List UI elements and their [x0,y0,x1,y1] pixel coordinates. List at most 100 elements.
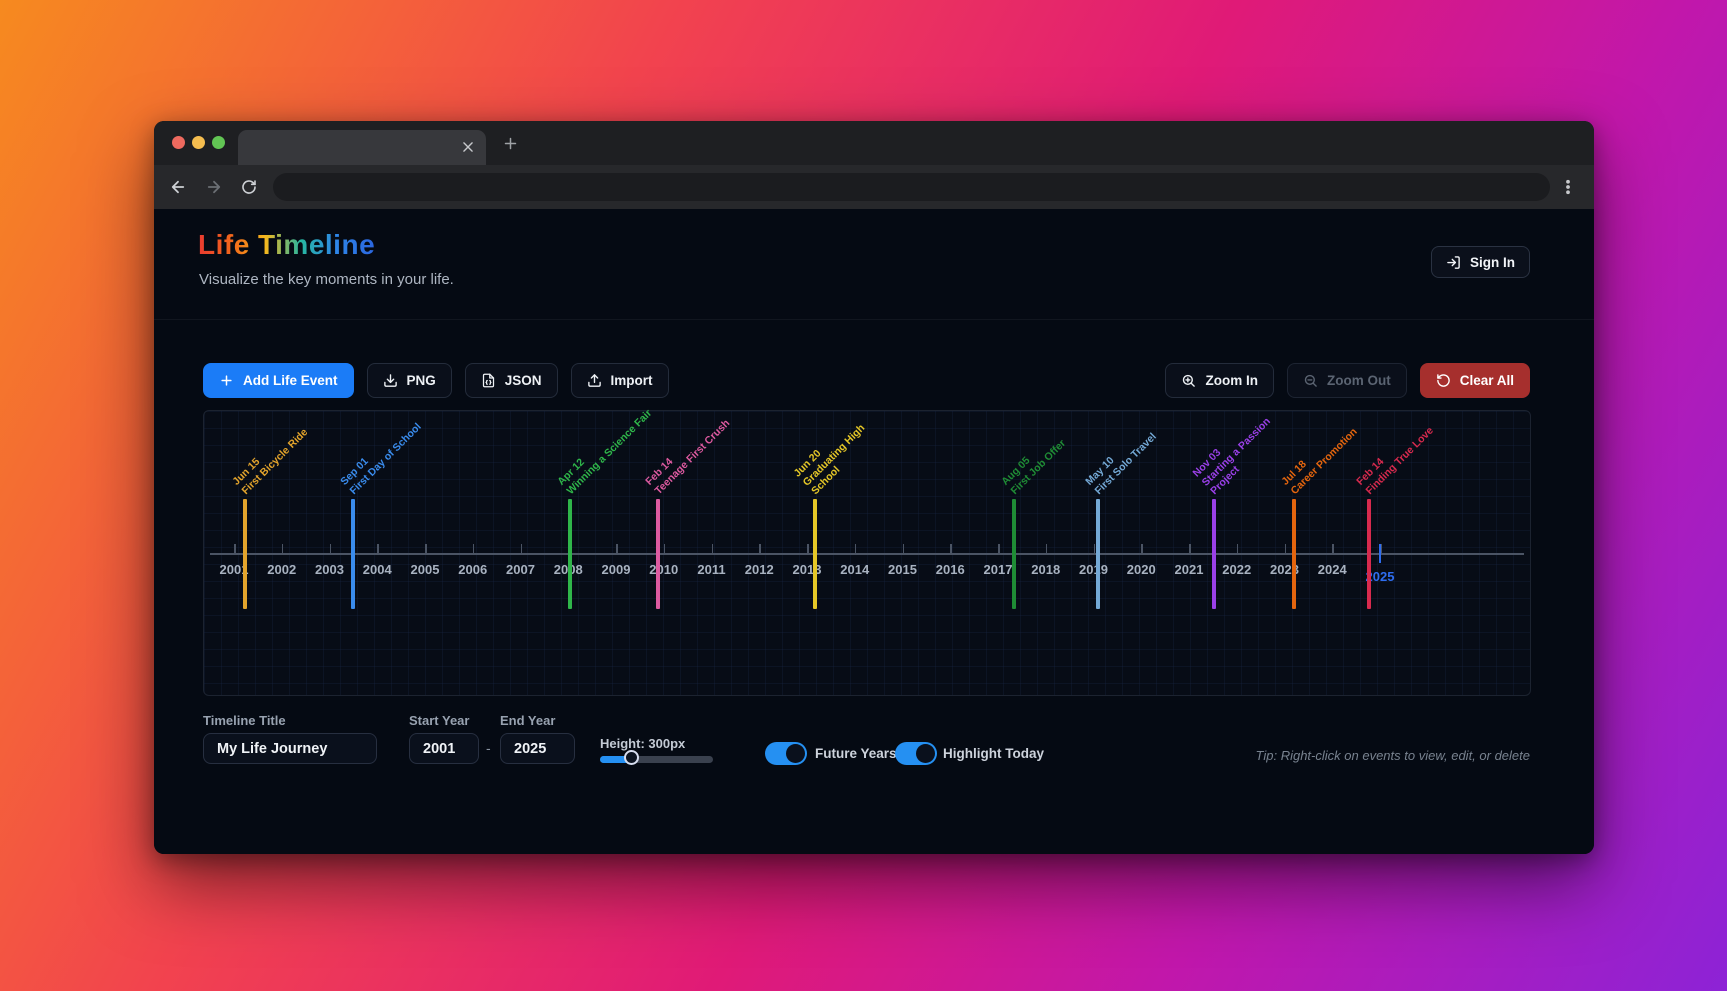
reload-icon[interactable] [241,179,257,195]
axis-tick-2023 [1284,544,1286,553]
start-year-label: Start Year [409,713,470,728]
event-bar[interactable] [1367,499,1372,609]
axis-tick-2009 [616,544,618,553]
export-json-button[interactable]: JSON [464,363,558,398]
clear-all-button[interactable]: Clear All [1419,363,1530,398]
event-label: Jun 20 Graduating High School [791,421,867,497]
forward-icon[interactable] [205,178,223,196]
height-slider[interactable] [600,750,713,765]
rotate-ccw-icon [1436,374,1450,387]
axis-tick-2019 [1093,544,1095,553]
event-label: Feb 14 Teenage First Crush [643,416,732,497]
export-png-label: PNG [406,373,436,388]
height-slider-fill [600,756,631,763]
event-bar[interactable] [1011,499,1016,609]
file-json-icon [482,373,494,388]
event-bar[interactable] [350,499,355,609]
axis-tick-2006 [472,544,475,553]
event-bar[interactable] [1095,499,1100,609]
axis-tick-2024 [1332,544,1334,553]
year-label-2011: 2011 [697,562,726,577]
app-page: Life Timeline Visualize the key moments … [154,209,1594,854]
event-label: Nov 03 Starting a Passion Project [1190,414,1273,497]
zoom-out-button[interactable]: Zoom Out [1286,363,1407,398]
axis-tick-2002 [281,544,284,553]
highlight-today-toggle-knob [916,744,935,763]
axis-tick-2012 [759,544,761,553]
year-label-2020: 2020 [1126,562,1156,577]
axis-tick-2015 [902,544,904,553]
event-bar[interactable] [567,499,572,609]
height-slider-thumb[interactable] [623,750,639,765]
axis-tick-2022 [1236,544,1239,553]
axis-tick-2018 [1045,544,1048,553]
year-label-2002: 2002 [267,562,297,577]
add-life-event-button[interactable]: Add Life Event [203,363,354,398]
tab-close-icon[interactable] [461,140,475,154]
axis-tick-2014 [854,544,857,553]
export-png-button[interactable]: PNG [366,363,452,398]
year-label-2013: 2013 [792,562,822,577]
axis-tick-2001 [234,544,236,553]
export-json-label: JSON [504,373,542,388]
timeline-panel: 2001200220032004200520062007200820092010… [203,407,1531,696]
future-years-toggle-knob [786,744,805,763]
event-bar[interactable] [1211,499,1216,609]
year-label-2025: 2025 [1365,569,1395,584]
sign-in-label: Sign In [1470,254,1515,270]
minimize-window-button[interactable] [192,136,205,149]
sign-in-button[interactable]: Sign In [1431,246,1530,278]
start-year-input[interactable] [409,733,479,764]
year-label-2001: 2001 [219,562,249,577]
axis-tick-2004 [377,544,379,553]
action-toolbar: Add Life Event PNG JSON Import [203,363,1530,398]
year-label-2007: 2007 [506,562,535,577]
year-label-2005: 2005 [410,562,440,577]
zoom-in-button[interactable]: Zoom In [1165,363,1274,398]
import-button[interactable]: Import [570,363,669,398]
browser-tab[interactable] [238,130,486,165]
year-range-separator: - [486,740,491,756]
app-logo: Life Timeline [198,229,376,260]
event-bar[interactable] [812,499,817,609]
plus-icon [221,375,232,386]
axis-tick-2007 [520,544,522,553]
year-label-2019: 2019 [1079,562,1108,577]
year-label-2014: 2014 [840,562,870,577]
future-years-label: Future Years [815,746,897,761]
year-label-2017: 2017 [983,562,1013,577]
end-year-input[interactable] [500,733,575,764]
future-years-toggle[interactable] [765,742,807,765]
new-tab-icon[interactable] [503,136,518,151]
back-icon[interactable] [169,178,187,196]
year-label-2010: 2010 [649,562,679,577]
timeline-title-input[interactable] [203,733,377,764]
end-year-label: End Year [500,713,556,728]
event-bar[interactable] [242,499,247,609]
address-bar[interactable] [273,173,1550,201]
timeline-title-label: Timeline Title [203,713,286,728]
year-label-2003: 2003 [315,562,344,577]
event-bar[interactable] [656,499,661,609]
axis-tick-2013 [807,544,809,553]
event-label: Apr 12 Winning a Science Fair [554,406,654,497]
timeline-axis [210,553,1524,555]
year-label-2023: 2023 [1270,562,1299,577]
header-divider [154,319,1594,320]
year-label-2021: 2021 [1174,562,1204,577]
maximize-window-button[interactable] [212,136,225,149]
close-window-button[interactable] [172,136,185,149]
year-label-2015: 2015 [888,562,917,577]
clear-all-label: Clear All [1459,373,1514,388]
highlight-today-label: Highlight Today [943,746,1044,761]
year-label-2004: 2004 [362,562,392,577]
event-label: Aug 05 First Job Offer [999,437,1068,497]
add-life-event-label: Add Life Event [243,373,338,388]
highlight-today-toggle[interactable] [895,742,937,765]
browser-menu-icon[interactable] [1559,178,1577,196]
event-label: Jun 15 First Bicycle Ride [230,425,310,497]
event-label: Sep 01 First Day of School [338,420,424,497]
axis-tick-2011 [711,544,713,553]
event-bar[interactable] [1292,499,1297,609]
